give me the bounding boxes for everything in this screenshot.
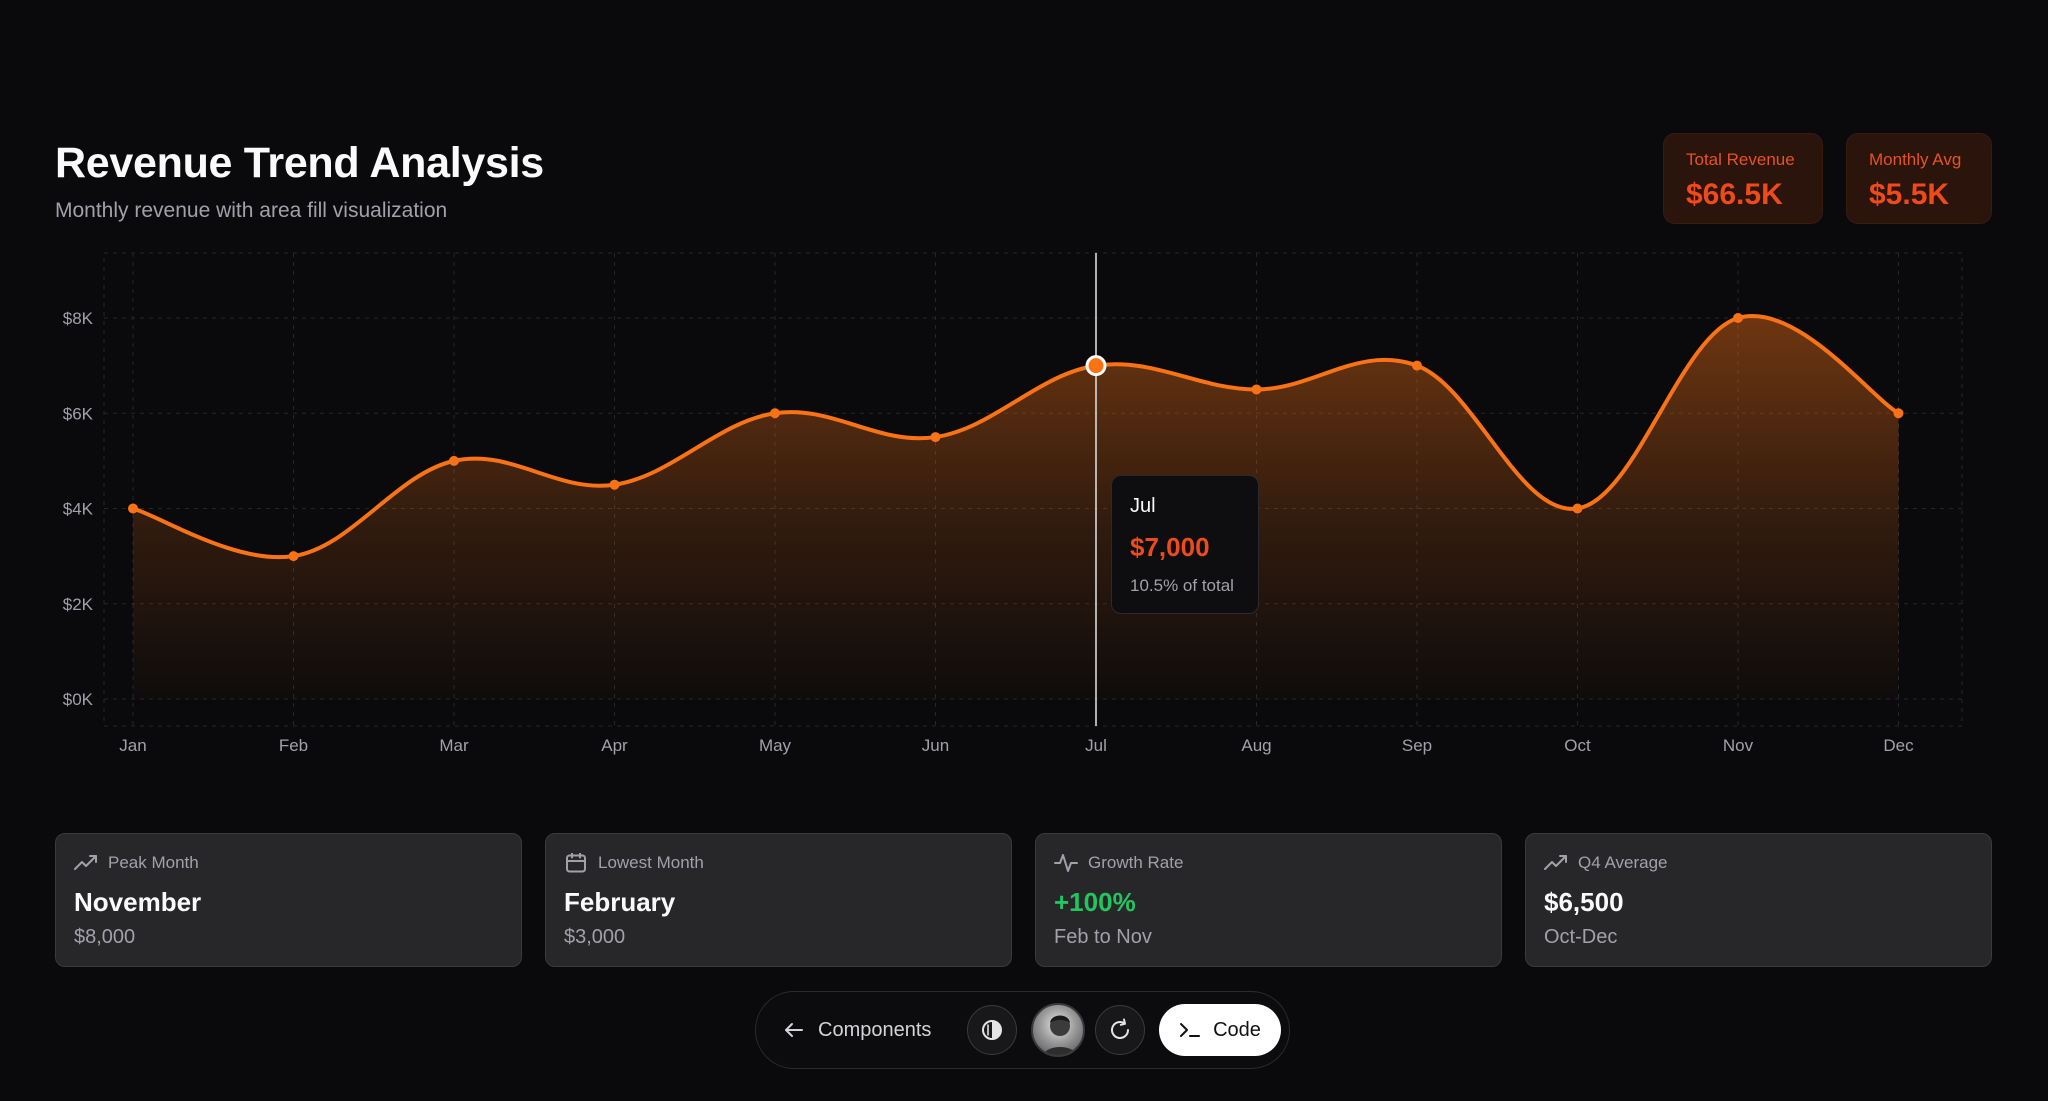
revenue-area-fill xyxy=(133,315,1899,699)
chart-header: Revenue Trend Analysis Monthly revenue w… xyxy=(55,136,544,224)
card-label: Q4 Average xyxy=(1578,853,1668,872)
y-tick-label: $2K xyxy=(63,595,94,614)
page-title: Revenue Trend Analysis xyxy=(55,139,544,187)
back-to-components-button[interactable]: Components xyxy=(784,992,931,1068)
data-point xyxy=(1733,313,1743,323)
refresh-button[interactable] xyxy=(1095,1005,1145,1055)
card-value: November xyxy=(74,887,202,917)
x-tick-label: Mar xyxy=(439,736,469,755)
x-tick-label: Oct xyxy=(1564,736,1591,755)
y-tick-label: $8K xyxy=(63,309,94,328)
avatar-image xyxy=(1042,1015,1078,1055)
bottom-toolbar: Components xyxy=(755,991,1290,1069)
theme-toggle-button[interactable] xyxy=(967,1005,1017,1055)
data-point xyxy=(930,432,941,443)
card-lowest-month[interactable]: Lowest Month February $3,000 xyxy=(545,833,1012,967)
card-value: +100% xyxy=(1054,887,1136,917)
tooltip-value: $7,000 xyxy=(1130,532,1210,562)
card-subtext: $3,000 xyxy=(564,926,626,948)
data-point xyxy=(288,551,299,562)
card-label: Peak Month xyxy=(108,853,199,872)
data-point xyxy=(1572,503,1583,514)
x-tick-label: Jul xyxy=(1085,736,1107,755)
trending-up-icon xyxy=(1544,855,1567,870)
back-button-label: Components xyxy=(818,1018,932,1041)
data-point xyxy=(770,408,780,419)
chart-points-layer xyxy=(128,313,1904,562)
x-tick-label: Nov xyxy=(1723,736,1754,755)
calendar-icon xyxy=(566,853,586,873)
card-subtext: $8,000 xyxy=(74,926,136,948)
card-subtext: Oct-Dec xyxy=(1544,926,1618,948)
refresh-icon xyxy=(1111,1018,1129,1039)
y-tick-label: $6K xyxy=(63,404,94,423)
total-revenue-value: $66.5K xyxy=(1686,178,1783,211)
revenue-chart-svg: $0K $2K $4K $6K $8K Jan Feb Mar Apr May Jun Jul Aug… xyxy=(63,252,1963,755)
total-revenue-badge: Total Revenue $66.5K xyxy=(1663,133,1823,224)
summary-cards: Peak Month November $8,000 Lowest Month … xyxy=(55,833,1992,967)
x-tick-label: Sep xyxy=(1402,736,1432,755)
arrow-left-icon xyxy=(785,1023,803,1037)
x-tick-label: Aug xyxy=(1241,736,1271,755)
x-tick-label: Apr xyxy=(601,736,628,755)
data-point xyxy=(609,479,620,490)
card-growth-rate[interactable]: Growth Rate +100% Feb to Nov xyxy=(1035,833,1502,967)
card-q4-average[interactable]: Q4 Average $6,500 Oct-Dec xyxy=(1525,833,1992,967)
chart-tooltip: Jul $7,000 10.5% of total xyxy=(1111,475,1259,614)
plot-frame xyxy=(103,252,1963,727)
page-subtitle: Monthly revenue with area fill visualiza… xyxy=(55,199,448,222)
trending-up-icon xyxy=(74,855,97,870)
monthly-avg-badge: Monthly Avg $5.5K xyxy=(1846,133,1992,224)
card-subtext: Feb to Nov xyxy=(1054,926,1152,948)
data-point xyxy=(1893,408,1904,419)
code-button-label: Code xyxy=(1213,1018,1261,1041)
y-tick-label: $0K xyxy=(63,690,94,709)
chart-area-layer xyxy=(131,314,1901,699)
card-peak-month[interactable]: Peak Month November $8,000 xyxy=(55,833,522,967)
x-tick-label: May xyxy=(759,736,792,755)
revenue-line xyxy=(131,314,1901,560)
tooltip-month: Jul xyxy=(1130,495,1156,517)
revenue-chart[interactable]: $0K $2K $4K $6K $8K Jan Feb Mar Apr May Jun Jul Aug… xyxy=(0,0,2048,780)
activity-icon xyxy=(1054,854,1078,872)
terminal-icon xyxy=(1180,1023,1201,1037)
card-label: Lowest Month xyxy=(598,853,704,872)
card-header: Peak Month xyxy=(74,852,521,874)
card-value: $6,500 xyxy=(1544,887,1624,917)
data-point-active xyxy=(1085,355,1107,377)
x-tick-label: Jun xyxy=(922,736,949,755)
monthly-avg-value: $5.5K xyxy=(1869,178,1950,211)
y-axis: $0K $2K $4K $6K $8K xyxy=(63,309,94,709)
data-point xyxy=(449,455,459,466)
card-value: February xyxy=(564,887,676,917)
theme-icon xyxy=(982,1020,1002,1040)
data-point xyxy=(128,503,138,514)
x-tick-label: Dec xyxy=(1883,736,1914,755)
x-axis: Jan Feb Mar Apr May Jun Jul Aug Sep Oct Nov Dec xyxy=(119,736,1914,755)
data-point xyxy=(1251,384,1262,395)
card-header: Lowest Month xyxy=(564,852,1011,874)
y-tick-label: $4K xyxy=(63,500,94,519)
x-tick-label: Feb xyxy=(279,736,308,755)
card-header: Growth Rate xyxy=(1054,852,1501,874)
tooltip-share: 10.5% of total xyxy=(1130,576,1234,595)
total-revenue-label: Total Revenue xyxy=(1686,150,1795,169)
code-button[interactable]: Code xyxy=(1159,1004,1281,1056)
monthly-avg-label: Monthly Avg xyxy=(1869,150,1962,169)
avatar[interactable] xyxy=(1031,1003,1085,1057)
card-label: Growth Rate xyxy=(1088,853,1184,872)
data-point xyxy=(1412,360,1422,371)
card-header: Q4 Average xyxy=(1544,852,1991,874)
x-tick-label: Jan xyxy=(119,736,146,755)
